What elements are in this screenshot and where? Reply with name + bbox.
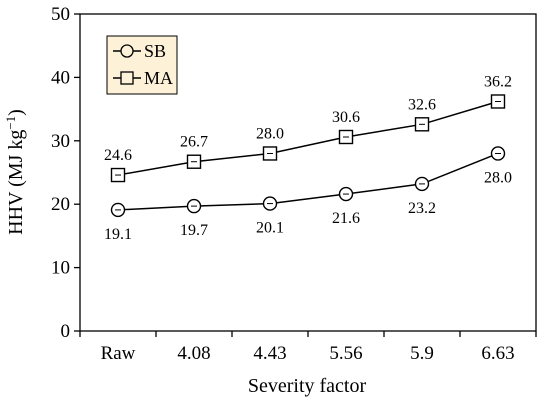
x-axis: Raw 4.08 4.43 5.56 5.9 6.63: [79, 331, 537, 364]
y-tick-label: 40: [51, 67, 70, 88]
y-tick-label: 30: [51, 131, 70, 152]
data-label: 23.2: [408, 200, 436, 217]
y-tick-label: 20: [51, 194, 70, 215]
y-axis-title: HHV (MJ kg−1): [3, 109, 28, 235]
data-label: 19.1: [104, 226, 132, 243]
legend-marker-circle: [120, 44, 134, 58]
series-line: [117, 100, 499, 176]
series-layer: 19.1 19.7 20.1 21.6 23.2 28.0 24.6 26.7 28.0 30.6…: [104, 73, 512, 242]
data-label: 24.6: [104, 147, 132, 164]
x-tick-label: 4.08: [177, 343, 210, 364]
series-ma: 24.6 26.7 28.0 30.6 32.6 36.2: [104, 73, 512, 183]
y-axis: 0 10 20 30 40 50: [51, 4, 80, 342]
legend-marker-square: [120, 71, 134, 85]
data-label: 26.7: [180, 134, 208, 151]
data-label: 19.7: [180, 222, 208, 239]
legend-label-ma: MA: [144, 68, 173, 88]
y-axis-title-sup: −1: [3, 116, 18, 130]
legend-label-sb: SB: [144, 41, 166, 61]
series-line: [117, 152, 499, 211]
y-tick-label: 10: [51, 258, 70, 279]
x-tick-label: 4.43: [253, 343, 286, 364]
x-tick-label: 5.56: [329, 343, 362, 364]
series-sb: 19.1 19.7 20.1 21.6 23.2 28.0: [104, 146, 512, 243]
legend-box: [106, 35, 178, 95]
y-tick-label: 50: [51, 4, 70, 25]
data-label: 21.6: [332, 210, 360, 227]
x-tick-label: 6.63: [481, 343, 514, 364]
y-axis-title-main: HHV (MJ kg: [5, 130, 27, 235]
x-axis-title: Severity factor: [248, 375, 367, 397]
x-tick-label: Raw: [101, 343, 136, 364]
data-label: 28.0: [256, 125, 284, 142]
y-axis-title-close: ): [5, 109, 27, 116]
data-label: 20.1: [256, 220, 284, 237]
data-label: 32.6: [408, 96, 436, 113]
data-label: 30.6: [332, 109, 360, 126]
data-label: 28.0: [484, 169, 512, 186]
y-tick-label: 0: [61, 321, 71, 342]
x-tick-label: 5.9: [410, 343, 434, 364]
legend: SB MA: [106, 35, 178, 95]
data-label: 36.2: [484, 73, 512, 90]
